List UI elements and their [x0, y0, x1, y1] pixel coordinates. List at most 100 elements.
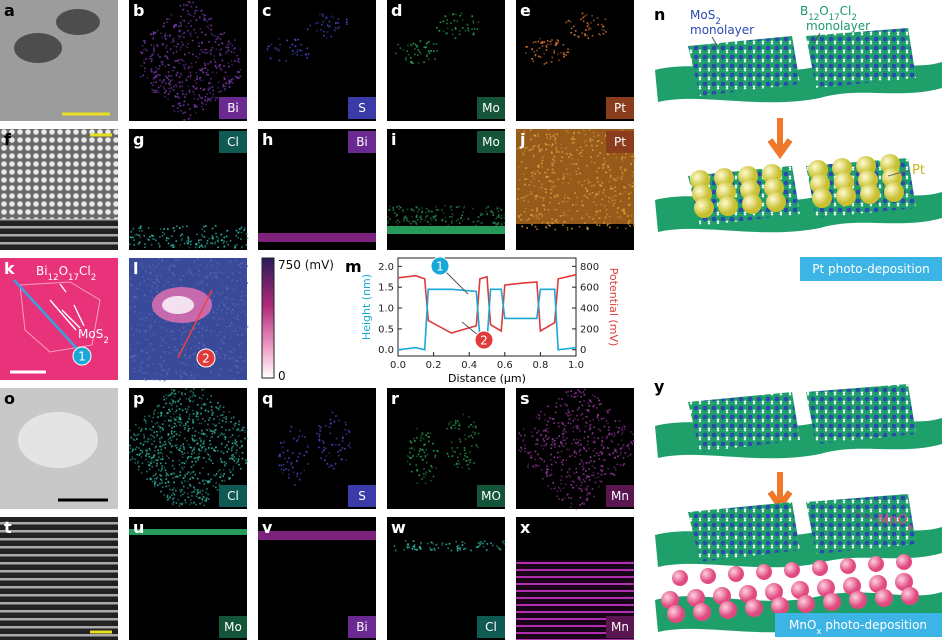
speckle — [561, 200, 564, 203]
speckle — [581, 413, 584, 415]
speckle — [199, 502, 201, 505]
speckle — [138, 227, 140, 229]
speckle — [164, 462, 167, 465]
speckle — [213, 55, 216, 57]
speckle — [457, 420, 459, 422]
speckle — [592, 405, 595, 408]
particle — [719, 601, 737, 619]
speckle — [169, 420, 172, 422]
speckle — [199, 437, 201, 440]
speckle — [463, 207, 465, 209]
speckle — [464, 452, 467, 455]
particle — [836, 186, 856, 206]
speckle — [537, 418, 540, 420]
speckle — [575, 163, 578, 165]
speckle — [331, 411, 334, 414]
speckle — [156, 378, 159, 381]
speckle — [230, 420, 232, 423]
speckle — [178, 62, 181, 65]
speckle — [583, 393, 586, 396]
speckle — [142, 433, 145, 436]
speckle — [169, 80, 172, 82]
speckle — [145, 300, 148, 302]
speckle — [183, 36, 185, 39]
speckle — [183, 462, 186, 465]
speckle — [561, 398, 563, 400]
speckle — [235, 462, 238, 464]
speckle — [200, 97, 202, 99]
speckle — [158, 246, 161, 249]
speckle — [621, 178, 623, 181]
speckle — [220, 460, 223, 463]
speckle — [163, 228, 165, 230]
speckle — [413, 544, 416, 546]
speckle — [165, 475, 168, 477]
speckle — [458, 424, 461, 427]
speckle — [204, 268, 207, 270]
speckle — [526, 219, 528, 222]
speckle — [588, 462, 590, 464]
speckle — [427, 542, 429, 545]
speckle — [234, 330, 237, 332]
speckle — [534, 466, 537, 469]
speckle — [221, 59, 224, 62]
speckle — [153, 436, 156, 439]
speckle — [240, 440, 242, 443]
speckle — [130, 283, 132, 286]
speckle — [410, 44, 413, 47]
element-tag-bg — [348, 616, 376, 638]
speckle — [492, 222, 495, 224]
speckle — [161, 444, 164, 447]
speckle — [285, 60, 288, 62]
speckle — [220, 450, 222, 453]
speckle — [240, 328, 243, 331]
speckle — [585, 477, 587, 479]
speckle — [421, 478, 423, 480]
speckle — [581, 481, 583, 484]
speckle — [153, 449, 156, 452]
speckle — [179, 21, 182, 24]
speckle — [619, 454, 622, 456]
speckle — [180, 378, 182, 381]
speckle — [606, 224, 608, 227]
speckle — [629, 192, 632, 194]
speckle — [573, 472, 576, 475]
speckle — [580, 151, 582, 154]
speckle — [597, 454, 600, 457]
band — [387, 226, 505, 234]
speckle — [573, 439, 575, 441]
speckle — [574, 30, 577, 32]
speckle — [442, 212, 445, 214]
speckle — [246, 437, 249, 440]
speckle — [205, 499, 208, 502]
speckle — [541, 42, 544, 44]
speckle — [179, 494, 182, 497]
speckle — [192, 377, 195, 379]
speckle — [563, 177, 565, 180]
speckle — [608, 432, 611, 434]
speckle — [582, 204, 584, 207]
speckle — [567, 411, 570, 414]
speckle — [229, 337, 232, 339]
speckle — [167, 481, 170, 483]
speckle — [187, 471, 190, 473]
speckle — [232, 415, 235, 418]
speckle — [228, 429, 231, 431]
speckle — [561, 439, 564, 442]
speckle — [602, 446, 605, 448]
speckle — [486, 543, 489, 545]
speckle — [187, 67, 190, 70]
speckle — [465, 455, 467, 458]
speckle — [415, 464, 418, 466]
particle — [672, 570, 688, 586]
speckle — [239, 75, 242, 78]
speckle — [177, 400, 179, 403]
speckle — [537, 166, 540, 169]
speckle — [182, 43, 184, 46]
speckle — [153, 269, 155, 271]
speckle — [244, 275, 246, 277]
speckle — [147, 364, 149, 367]
speckle — [589, 492, 591, 495]
speckle — [201, 404, 204, 406]
speckle — [207, 493, 209, 496]
